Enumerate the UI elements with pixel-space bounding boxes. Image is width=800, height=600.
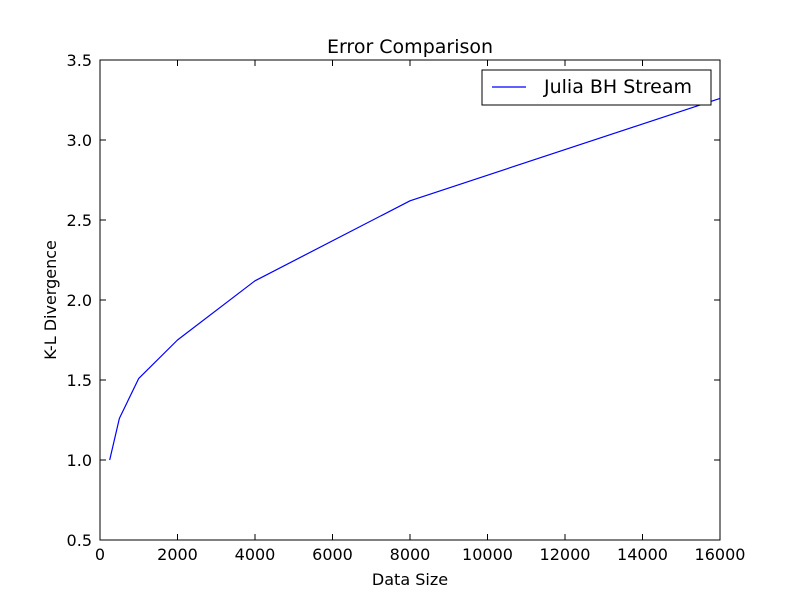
x-tick-label: 16000: [695, 545, 746, 564]
y-tick-label: 2.0: [67, 291, 92, 310]
y-tick-label: 1.5: [67, 371, 92, 390]
x-tick-label: 8000: [390, 545, 431, 564]
x-tick-label: 12000: [540, 545, 591, 564]
y-axis-label: K-L Divergence: [41, 240, 60, 360]
x-tick-label: 14000: [617, 545, 668, 564]
x-tick-label: 10000: [462, 545, 513, 564]
x-tick-label: 4000: [235, 545, 276, 564]
y-tick-label: 3.5: [67, 51, 92, 70]
chart-title: Error Comparison: [327, 36, 493, 58]
y-tick-label: 0.5: [67, 531, 92, 550]
x-tick-label: 2000: [157, 545, 198, 564]
series-line-0: [109, 97, 721, 461]
axis-ticks: 0 2000 4000 6000 8000 10000 12000 14000 16000 0.5…: [67, 51, 746, 564]
y-tick-label: 2.5: [67, 211, 92, 230]
x-tick-label: 6000: [312, 545, 353, 564]
legend-label-julia-bh-stream: Julia BH Stream: [543, 76, 692, 98]
x-axis-label: Data Size: [372, 570, 448, 589]
legend: Julia BH Stream: [481, 69, 712, 106]
y-tick-label: 1.0: [67, 451, 92, 470]
y-tick-label: 3.0: [67, 131, 92, 150]
x-tick-label: 0: [95, 545, 105, 564]
